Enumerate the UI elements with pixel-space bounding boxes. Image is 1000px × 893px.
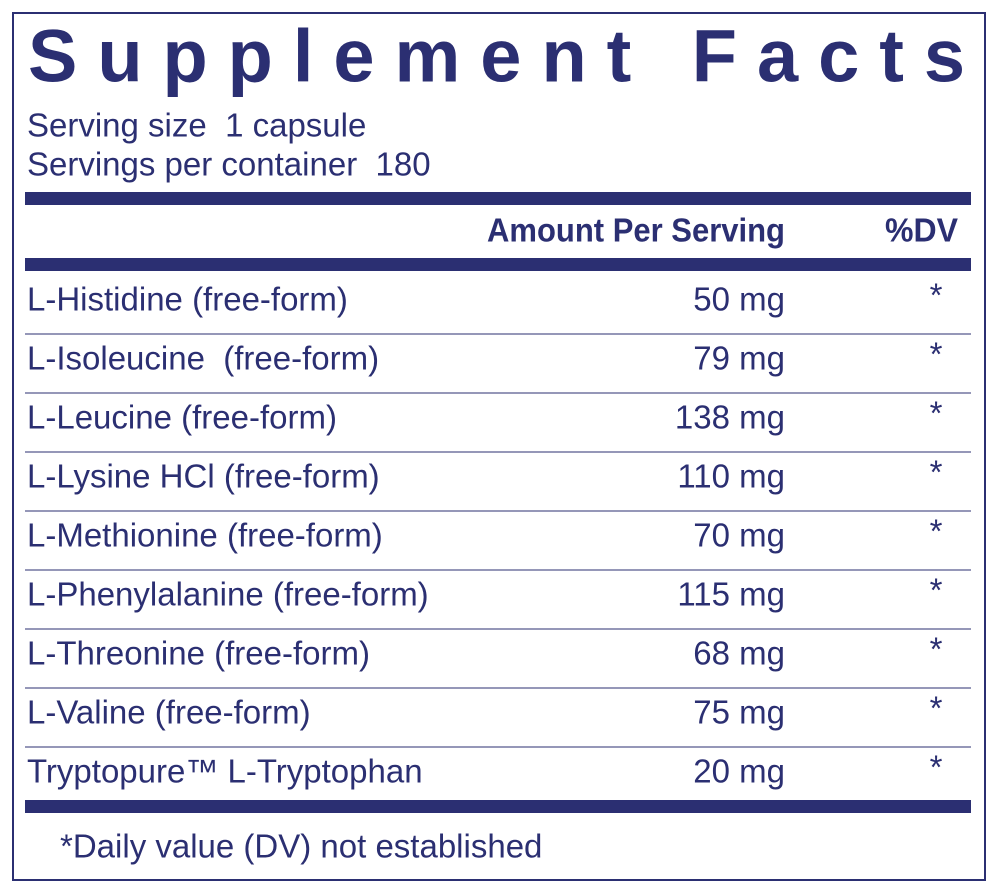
ingredient-amount: 138 mg bbox=[675, 399, 785, 436]
ingredient-dv: * bbox=[930, 690, 943, 727]
ingredient-amount: 50 mg bbox=[693, 281, 785, 318]
ingredient-amount: 110 mg bbox=[677, 458, 785, 495]
label-border bbox=[12, 12, 986, 881]
thick-rule bbox=[25, 192, 971, 205]
ingredient-name: L-Histidine (free-form) bbox=[27, 281, 348, 318]
ingredient-amount: 68 mg bbox=[693, 635, 785, 672]
ingredient-name: L-Valine (free-form) bbox=[27, 694, 311, 731]
ingredient-dv: * bbox=[930, 631, 943, 668]
ingredient-name: L-Threonine (free-form) bbox=[27, 635, 370, 672]
ingredient-name: L-Phenylalanine (free-form) bbox=[27, 576, 429, 613]
ingredient-dv: * bbox=[930, 336, 943, 373]
ingredient-dv: * bbox=[930, 395, 943, 432]
ingredient-dv: * bbox=[930, 277, 943, 314]
ingredient-amount: 79 mg bbox=[693, 340, 785, 377]
ingredient-amount: 70 mg bbox=[693, 517, 785, 554]
column-header: Amount Per Serving bbox=[487, 212, 785, 249]
servings-per-container: Servings per container 180 bbox=[27, 146, 431, 183]
ingredient-amount: 115 mg bbox=[677, 576, 785, 613]
thick-rule bbox=[25, 800, 971, 813]
ingredient-name: L-Isoleucine (free-form) bbox=[27, 340, 379, 377]
footnote: *Daily value (DV) not established bbox=[60, 828, 542, 865]
title: Supplement Facts bbox=[28, 15, 965, 98]
ingredient-dv: * bbox=[930, 572, 943, 609]
ingredient-dv: * bbox=[930, 749, 943, 786]
ingredient-dv: * bbox=[930, 454, 943, 491]
ingredient-amount: 75 mg bbox=[693, 694, 785, 731]
ingredient-name: Tryptopure™ L-Tryptophan bbox=[27, 753, 423, 790]
ingredient-name: L-Methionine (free-form) bbox=[27, 517, 383, 554]
ingredient-name: L-Leucine (free-form) bbox=[27, 399, 337, 436]
rows: L-Histidine (free-form) 50 mg * L-Isoleucin… bbox=[25, 277, 971, 790]
ingredient-name: L-Lysine HCl (free-form) bbox=[27, 458, 380, 495]
thick-rule bbox=[25, 258, 971, 271]
serving-size: Serving size 1 capsule bbox=[27, 107, 366, 144]
ingredient-dv: * bbox=[930, 513, 943, 550]
column-header: %DV bbox=[885, 212, 958, 249]
ingredient-amount: 20 mg bbox=[693, 753, 785, 790]
